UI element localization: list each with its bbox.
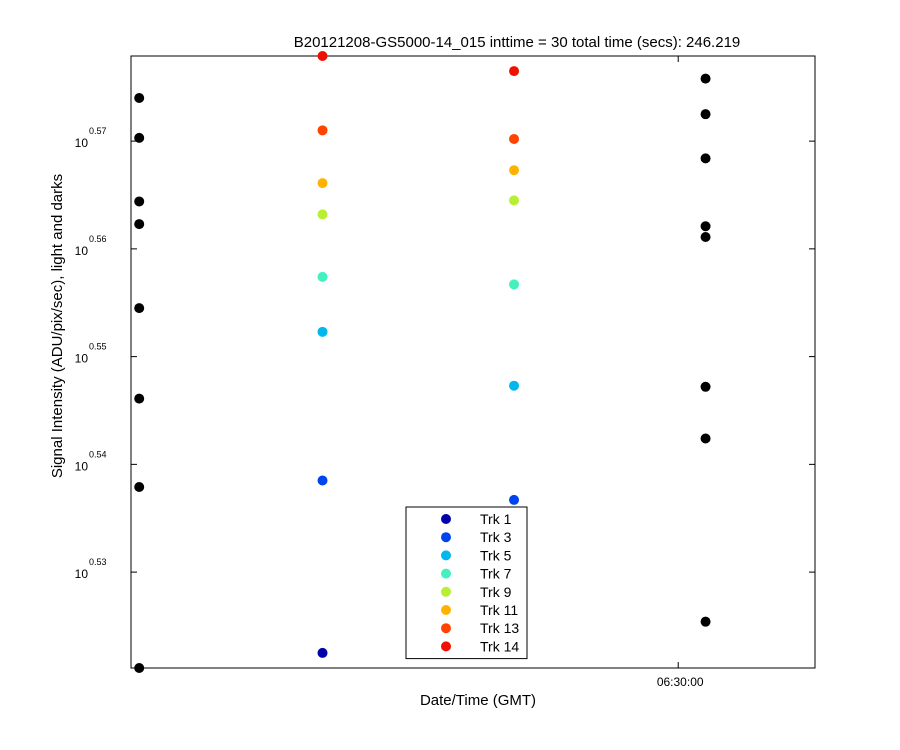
data-points	[134, 51, 711, 673]
trk-3-point	[317, 475, 328, 486]
y-tick-label-base: 10	[75, 136, 89, 150]
trk-14-point	[317, 51, 328, 61]
dark-point	[134, 393, 145, 404]
dark-point	[700, 221, 711, 232]
y-tick-label-exponent: 0.57	[89, 126, 107, 136]
y-tick-label-exponent: 0.54	[89, 449, 107, 459]
legend-label: Trk 5	[480, 547, 512, 563]
dark-point	[134, 663, 145, 673]
y-tick-label-base: 10	[75, 244, 89, 258]
x-tick-label: 06:30:00	[657, 675, 704, 689]
y-tick-label-exponent: 0.53	[89, 557, 107, 567]
legend-label: Trk 14	[480, 638, 519, 654]
x-axis-label: Date/Time (GMT)	[420, 692, 536, 709]
legend: Trk 1 Trk 3 Trk 5 Trk 7 Trk 9 Trk 11 Trk 13 Trk…	[405, 506, 528, 660]
legend-label: Trk 1	[480, 511, 512, 527]
legend-marker	[441, 550, 451, 561]
dark-point	[700, 153, 711, 164]
legend-marker	[441, 514, 451, 524]
dark-point	[700, 616, 711, 627]
legend-label: Trk 7	[480, 566, 512, 582]
y-tick-label-exponent: 0.55	[89, 342, 107, 352]
trk-13-point	[509, 133, 520, 144]
legend-label: Trk 3	[480, 529, 512, 545]
dark-point	[134, 303, 145, 314]
dark-point	[700, 433, 711, 444]
legend-marker	[441, 623, 451, 634]
trk-7-point	[317, 271, 328, 282]
trk-5-point	[317, 326, 328, 337]
y-tick-label-base: 10	[75, 459, 89, 473]
trk-3-point	[509, 494, 520, 505]
dark-point	[700, 381, 711, 392]
legend-marker	[441, 568, 451, 579]
y-axis-label: Signal Intensity (ADU/pix/sec), light an…	[49, 174, 66, 478]
trk-14-point	[509, 66, 520, 77]
y-tick-label-base: 10	[75, 567, 89, 581]
legend-box	[405, 506, 528, 660]
legend-marker	[441, 641, 451, 652]
trk-1-point	[317, 647, 328, 658]
trk-7-point	[509, 279, 520, 290]
y-tick-label-exponent: 0.56	[89, 234, 107, 244]
legend-marker	[441, 532, 451, 543]
dark-point	[134, 93, 145, 104]
x-axis-ticks: 06:30:00	[657, 56, 704, 689]
dark-point	[134, 196, 145, 207]
dark-point	[134, 219, 145, 230]
dark-point	[134, 132, 145, 143]
trk-9-point	[509, 195, 520, 206]
legend-label: Trk 9	[480, 584, 512, 600]
legend-marker	[441, 605, 451, 615]
legend-label: Trk 13	[480, 620, 519, 636]
trk-13-point	[317, 125, 328, 136]
dark-point	[134, 481, 145, 492]
trk-9-point	[317, 209, 328, 220]
trk-11-point	[317, 178, 328, 189]
chart-title: B20121208-GS5000-14_015 inttime = 30 tot…	[294, 34, 741, 51]
dark-point	[700, 232, 711, 243]
y-tick-label-base: 10	[75, 352, 89, 366]
dark-point	[700, 109, 711, 120]
legend-label: Trk 11	[480, 602, 518, 618]
dark-point	[700, 73, 711, 84]
trk-11-point	[509, 165, 520, 176]
legend-marker	[441, 586, 451, 597]
trk-5-point	[509, 380, 520, 391]
